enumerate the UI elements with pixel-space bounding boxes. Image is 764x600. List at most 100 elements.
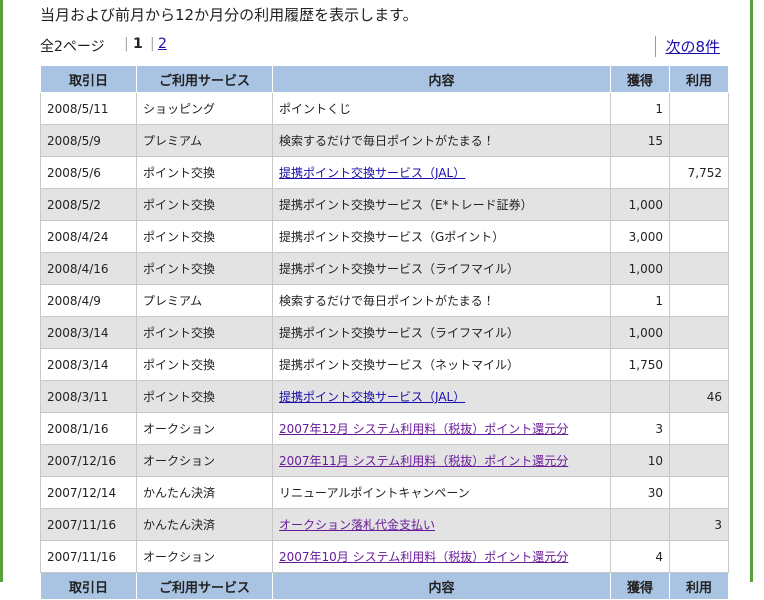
date-cell: 2008/5/11 xyxy=(40,92,137,125)
table-row: 2008/5/9 プレミアム 検索するだけで毎日ポイントがたまる！ 15 xyxy=(40,124,729,157)
separator: | xyxy=(124,36,129,52)
table-row: 2008/1/16 オークション 2007年12月 システム利用料（税抜）ポイント還… xyxy=(40,412,729,445)
table-row: 2008/5/11 ショッピング ポイントくじ 1 xyxy=(40,92,729,125)
used-cell: 7,752 xyxy=(669,156,729,189)
page-count: 全2ページ xyxy=(40,39,105,55)
content-link[interactable]: 提携ポイント交換サービス（JAL） xyxy=(279,390,466,404)
earned-cell: 1 xyxy=(610,284,670,317)
used-cell xyxy=(669,540,729,573)
intro-text: 当月および前月から12か月分の利用履歴を表示します。 xyxy=(40,6,418,24)
content-link[interactable]: 2007年10月 システム利用料（税抜）ポイント還元分 xyxy=(279,550,569,564)
pagination: 全2ページ | 1 | 2 次の8件 xyxy=(40,36,728,58)
content-link[interactable]: 2007年12月 システム利用料（税抜）ポイント還元分 xyxy=(279,422,569,436)
used-cell xyxy=(669,284,729,317)
content-cell: 2007年11月 システム利用料（税抜）ポイント還元分 xyxy=(272,444,611,477)
date-cell: 2008/5/6 xyxy=(40,156,137,189)
date-cell: 2007/11/16 xyxy=(40,508,137,541)
date-cell: 2008/4/24 xyxy=(40,220,137,253)
content-cell: ポイントくじ xyxy=(272,92,611,125)
content-cell: 2007年10月 システム利用料（税抜）ポイント還元分 xyxy=(272,540,611,573)
column-header: 獲得 xyxy=(610,572,670,600)
service-cell: ポイント交換 xyxy=(136,156,273,189)
table-row: 2008/4/9 プレミアム 検索するだけで毎日ポイントがたまる！ 1 xyxy=(40,284,729,317)
date-cell: 2008/5/2 xyxy=(40,188,137,221)
table-row: 2008/5/2 ポイント交換 提携ポイント交換サービス（E*トレード証券） 1,00… xyxy=(40,188,729,221)
service-cell: オークション xyxy=(136,540,273,573)
header-row: 取引日 ご利用サービス 内容 獲得 利用 xyxy=(40,65,729,93)
table-row: 2008/3/11 ポイント交換 提携ポイント交換サービス（JAL） 46 xyxy=(40,380,729,413)
service-cell: かんたん決済 xyxy=(136,476,273,509)
column-header: 利用 xyxy=(669,65,729,93)
content-link[interactable]: 2007年11月 システム利用料（税抜）ポイント還元分 xyxy=(279,454,569,468)
date-cell: 2008/4/9 xyxy=(40,284,137,317)
service-cell: ポイント交換 xyxy=(136,316,273,349)
earned-cell: 3 xyxy=(610,412,670,445)
content-cell: 提携ポイント交換サービス（ライフマイル） xyxy=(272,316,611,349)
table-row: 2008/3/14 ポイント交換 提携ポイント交換サービス（ネットマイル） 1,750 xyxy=(40,348,729,381)
earned-cell: 15 xyxy=(610,124,670,157)
table-row: 2007/11/16 かんたん決済 オークション落札代金支払い 3 xyxy=(40,508,729,541)
date-cell: 2008/3/11 xyxy=(40,380,137,413)
next-link[interactable]: 次の8件 xyxy=(655,36,720,57)
table-row: 2007/12/14 かんたん決済 リニューアルポイントキャンペーン 30 xyxy=(40,476,729,509)
earned-cell xyxy=(610,508,670,541)
earned-cell: 30 xyxy=(610,476,670,509)
date-cell: 2008/1/16 xyxy=(40,412,137,445)
used-cell xyxy=(669,188,729,221)
used-cell xyxy=(669,476,729,509)
page-link[interactable]: 2 xyxy=(158,36,167,52)
date-cell: 2008/4/16 xyxy=(40,252,137,285)
content-cell: オークション落札代金支払い xyxy=(272,508,611,541)
service-cell: ポイント交換 xyxy=(136,348,273,381)
side-bar xyxy=(750,0,753,582)
content-cell: 検索するだけで毎日ポイントがたまる！ xyxy=(272,124,611,157)
content-cell: 提携ポイント交換サービス（Gポイント） xyxy=(272,220,611,253)
history-table: 取引日 ご利用サービス 内容 獲得 利用 2008/5/11 ショッピング ポイントくじ 1 2… xyxy=(40,65,729,600)
table-row: 2008/3/14 ポイント交換 提携ポイント交換サービス（ライフマイル） 1,000 xyxy=(40,316,729,349)
service-cell: オークション xyxy=(136,444,273,477)
earned-cell: 1,000 xyxy=(610,188,670,221)
column-header: 取引日 xyxy=(40,65,137,93)
date-cell: 2007/11/16 xyxy=(40,540,137,573)
earned-cell: 1,000 xyxy=(610,316,670,349)
date-cell: 2008/5/9 xyxy=(40,124,137,157)
separator: | xyxy=(150,36,155,52)
service-cell: プレミアム xyxy=(136,124,273,157)
content-cell: 提携ポイント交換サービス（JAL） xyxy=(272,380,611,413)
current-page: 1 xyxy=(133,36,143,52)
table-row: 2007/11/16 オークション 2007年10月 システム利用料（税抜）ポイント… xyxy=(40,540,729,573)
content-cell: 提携ポイント交換サービス（E*トレード証券） xyxy=(272,188,611,221)
service-cell: ポイント交換 xyxy=(136,220,273,253)
service-cell: ポイント交換 xyxy=(136,252,273,285)
column-header: ご利用サービス xyxy=(136,65,273,93)
column-header: ご利用サービス xyxy=(136,572,273,600)
column-header: 獲得 xyxy=(610,65,670,93)
header-row: 取引日 ご利用サービス 内容 獲得 利用 xyxy=(40,572,729,600)
service-cell: プレミアム xyxy=(136,284,273,317)
date-cell: 2007/12/16 xyxy=(40,444,137,477)
content-link[interactable]: オークション落札代金支払い xyxy=(279,518,436,532)
date-cell: 2007/12/14 xyxy=(40,476,137,509)
content-cell: リニューアルポイントキャンペーン xyxy=(272,476,611,509)
content-link[interactable]: 提携ポイント交換サービス（JAL） xyxy=(279,166,466,180)
table-row: 2007/12/16 オークション 2007年11月 システム利用料（税抜）ポイント… xyxy=(40,444,729,477)
earned-cell xyxy=(610,380,670,413)
table-row: 2008/4/16 ポイント交換 提携ポイント交換サービス（ライフマイル） 1,000 xyxy=(40,252,729,285)
used-cell xyxy=(669,316,729,349)
content-cell: 2007年12月 システム利用料（税抜）ポイント還元分 xyxy=(272,412,611,445)
service-cell: ショッピング xyxy=(136,92,273,125)
used-cell xyxy=(669,444,729,477)
date-cell: 2008/3/14 xyxy=(40,348,137,381)
earned-cell: 1 xyxy=(610,92,670,125)
date-cell: 2008/3/14 xyxy=(40,316,137,349)
earned-cell xyxy=(610,156,670,189)
column-header: 利用 xyxy=(669,572,729,600)
column-header: 取引日 xyxy=(40,572,137,600)
earned-cell: 1,000 xyxy=(610,252,670,285)
content-cell: 提携ポイント交換サービス（ライフマイル） xyxy=(272,252,611,285)
content-cell: 検索するだけで毎日ポイントがたまる！ xyxy=(272,284,611,317)
content-cell: 提携ポイント交換サービス（JAL） xyxy=(272,156,611,189)
used-cell xyxy=(669,124,729,157)
used-cell xyxy=(669,92,729,125)
table-row: 2008/4/24 ポイント交換 提携ポイント交換サービス（Gポイント） 3,000 xyxy=(40,220,729,253)
